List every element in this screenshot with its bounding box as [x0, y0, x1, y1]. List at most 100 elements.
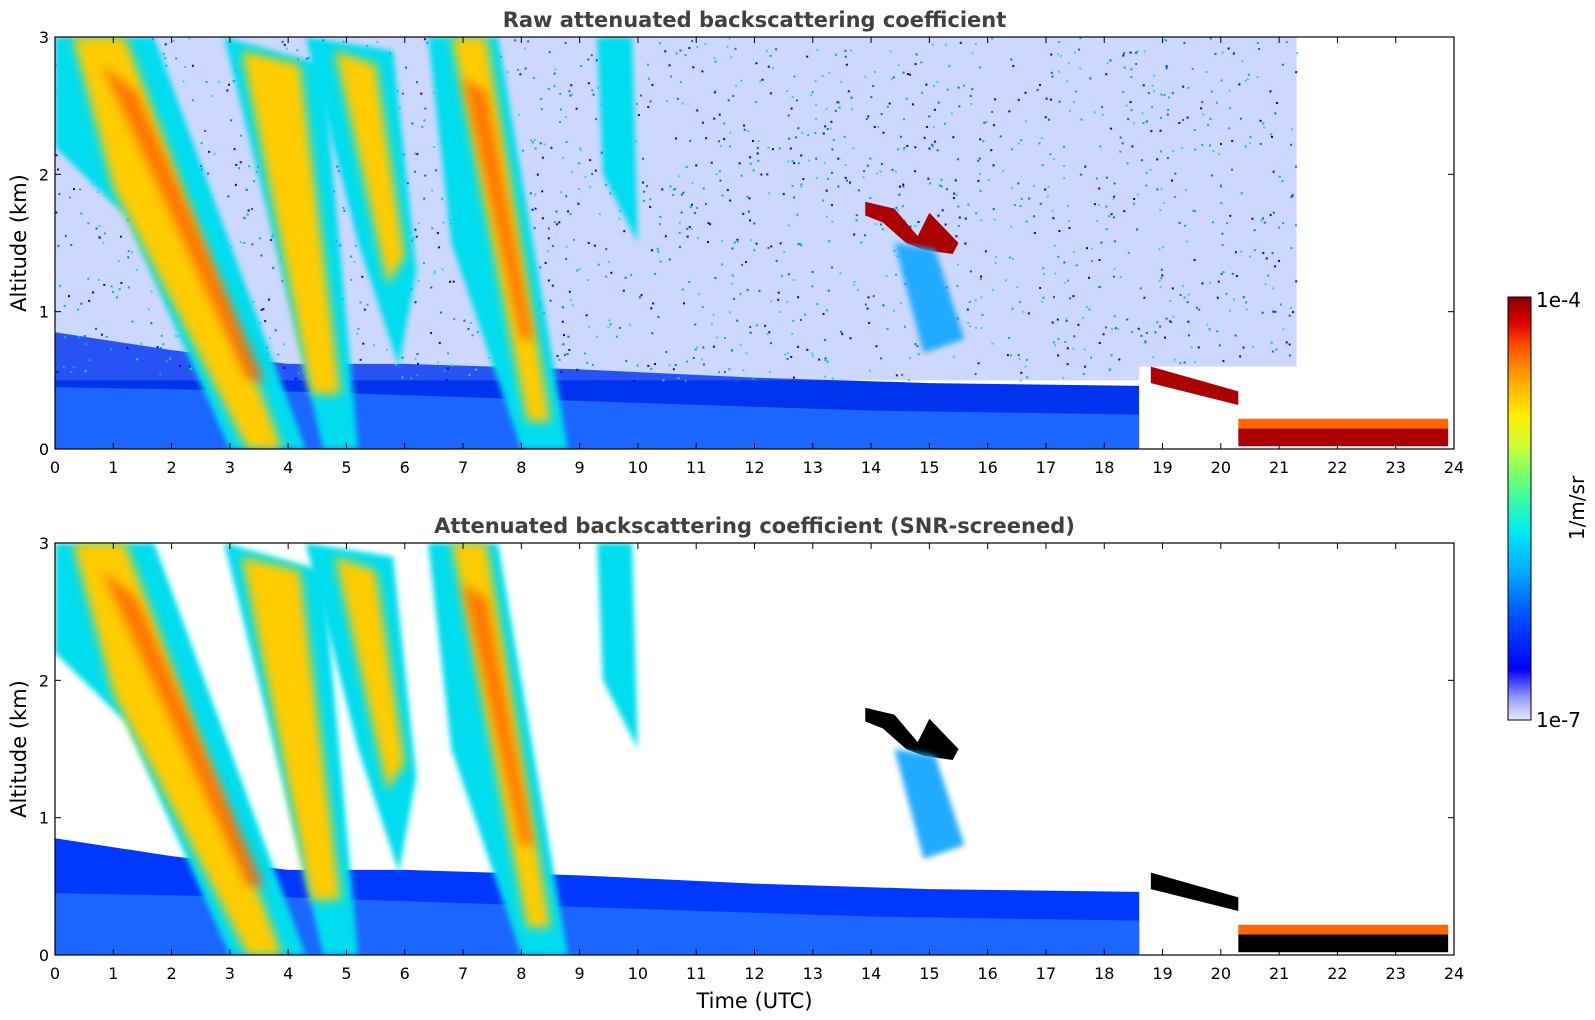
noise-speckle [1151, 84, 1154, 87]
noise-speckle [361, 275, 364, 278]
noise-speckle [1101, 113, 1104, 116]
noise-speckle [892, 309, 895, 312]
noise-speckle [68, 196, 71, 199]
noise-speckle [1042, 296, 1045, 299]
noise-speckle [1258, 47, 1261, 50]
noise-speckle [568, 348, 571, 351]
noise-speckle [569, 212, 572, 215]
noise-speckle [692, 356, 695, 359]
noise-speckle [424, 107, 427, 110]
noise-speckle [572, 238, 575, 241]
noise-speckle [836, 101, 839, 104]
noise-speckle [881, 163, 884, 166]
noise-speckle [837, 101, 840, 104]
noise-speckle [560, 191, 563, 194]
noise-speckle [852, 283, 855, 286]
noise-speckle [376, 41, 379, 44]
noise-speckle [984, 250, 987, 253]
cloud-streak [305, 543, 417, 873]
noise-speckle [550, 146, 553, 149]
noise-speckle [336, 165, 339, 168]
noise-speckle [769, 54, 772, 57]
noise-speckle [1159, 209, 1162, 212]
noise-speckle [618, 217, 621, 220]
noise-speckle [233, 148, 236, 151]
noise-speckle [825, 215, 828, 218]
noise-speckle [709, 223, 712, 226]
noise-speckle [1197, 346, 1200, 349]
noise-speckle [828, 240, 831, 243]
noise-speckle [880, 113, 883, 116]
noise-speckle [1047, 185, 1050, 188]
noise-speckle [1187, 86, 1190, 89]
noise-speckle [1160, 187, 1163, 190]
noise-speckle [255, 171, 258, 174]
noise-speckle [283, 366, 286, 369]
noise-speckle [191, 99, 194, 102]
noise-speckle [1019, 301, 1022, 304]
noise-speckle [978, 157, 981, 160]
noise-speckle [1008, 110, 1011, 113]
noise-speckle [793, 162, 796, 165]
noise-speckle [1053, 158, 1056, 161]
noise-speckle [823, 162, 826, 165]
noise-speckle [768, 371, 771, 374]
noise-speckle [940, 178, 943, 181]
noise-speckle [1082, 317, 1085, 320]
noise-speckle [1163, 38, 1166, 41]
noise-speckle [1101, 106, 1104, 109]
noise-speckle [243, 217, 246, 220]
noise-speckle [362, 342, 365, 345]
noise-speckle [1119, 150, 1122, 153]
noise-speckle [165, 360, 168, 363]
x-tick-label: 4 [283, 458, 293, 477]
noise-speckle [888, 102, 891, 105]
noise-speckle [886, 328, 889, 331]
noise-speckle [414, 228, 417, 231]
noise-speckle [636, 364, 639, 367]
noise-speckle [848, 181, 851, 184]
noise-speckle [1127, 251, 1130, 254]
noise-speckle [849, 49, 852, 52]
noise-speckle [1228, 127, 1231, 130]
noise-speckle [1052, 341, 1055, 344]
noise-speckle [359, 301, 362, 304]
noise-speckle [850, 96, 853, 99]
x-tick-label: 1 [108, 964, 118, 983]
noise-speckle [807, 134, 810, 137]
noise-speckle [786, 90, 789, 93]
noise-speckle [696, 45, 699, 48]
noise-speckle [1193, 210, 1196, 213]
noise-speckle [533, 138, 536, 141]
fog-layer [1238, 428, 1449, 447]
noise-speckle [1137, 327, 1140, 330]
noise-speckle [252, 301, 255, 304]
noise-speckle [728, 368, 731, 371]
noise-speckle [126, 347, 129, 350]
noise-speckle [969, 270, 972, 273]
noise-speckle [868, 321, 871, 324]
noise-speckle [84, 370, 87, 373]
noise-speckle [787, 114, 790, 117]
noise-speckle [1169, 299, 1172, 302]
noise-speckle [1214, 52, 1217, 55]
noise-speckle [713, 57, 716, 60]
noise-speckle [727, 99, 730, 102]
noise-speckle [841, 333, 844, 336]
x-tick-label: 5 [341, 458, 351, 477]
noise-speckle [630, 274, 633, 277]
noise-speckle [936, 149, 939, 152]
noise-speckle [438, 341, 441, 344]
noise-speckle [1231, 140, 1234, 143]
noise-speckle [901, 205, 904, 208]
noise-speckle [791, 184, 794, 187]
noise-speckle [750, 239, 753, 242]
noise-speckle [1228, 309, 1231, 312]
noise-speckle [659, 215, 662, 218]
noise-speckle [1288, 314, 1291, 317]
noise-speckle [760, 173, 763, 176]
noise-speckle [415, 235, 418, 238]
noise-speckle [970, 103, 973, 106]
noise-speckle [235, 163, 238, 166]
noise-speckle [350, 278, 353, 281]
